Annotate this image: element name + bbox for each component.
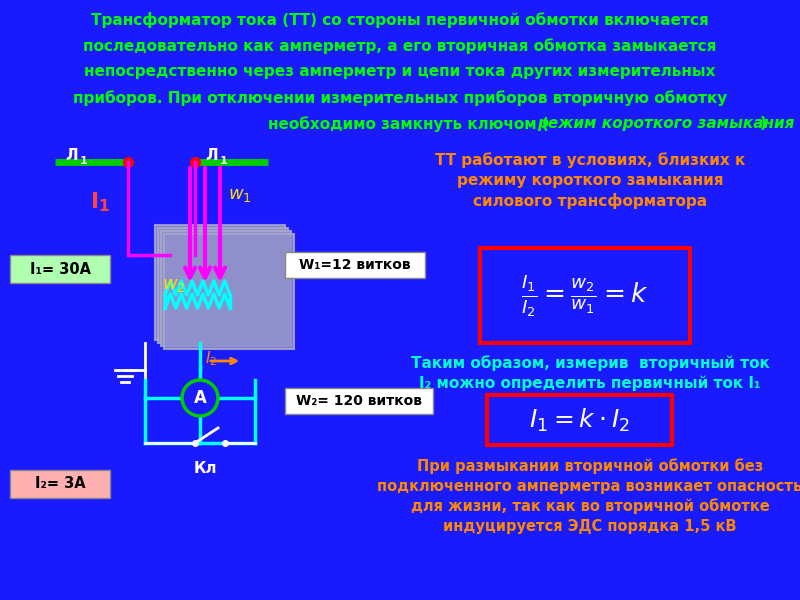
Bar [285, 388, 433, 414]
Bar [155, 225, 285, 340]
Text: W₁=12 витков: W₁=12 витков [299, 258, 411, 272]
Text: 1: 1 [80, 156, 88, 166]
Bar [10, 470, 110, 498]
Bar [487, 395, 672, 445]
Text: приборов. При отключении измерительных приборов вторичную обмотку: приборов. При отключении измерительных п… [73, 90, 727, 106]
Text: $\frac{I_1}{I_2} = \frac{w_2}{w_1} = k$: $\frac{I_1}{I_2} = \frac{w_2}{w_1} = k$ [522, 272, 649, 319]
Text: ТТ работают в условиях, близких к
режиму короткого замыкания
силового трансформа: ТТ работают в условиях, близких к режиму… [435, 152, 745, 209]
Text: последовательно как амперметр, а его вторичная обмотка замыкается: последовательно как амперметр, а его вто… [83, 38, 717, 54]
Text: 1: 1 [220, 156, 228, 166]
Text: При размыкании вторичной обмотки без
подключенного амперметра возникает опасност: При размыкании вторичной обмотки без под… [378, 458, 800, 534]
Text: Кл: Кл [194, 461, 217, 476]
Text: ): ) [760, 116, 767, 131]
Text: $I_1 = k \cdot I_2$: $I_1 = k \cdot I_2$ [529, 406, 630, 434]
Text: W₂= 120 витков: W₂= 120 витков [296, 394, 422, 408]
Bar [164, 234, 294, 349]
Text: $w_1$: $w_1$ [228, 186, 251, 204]
Bar [158, 228, 288, 343]
Text: А: А [194, 389, 206, 407]
Text: Трансформатор тока (ТТ) со стороны первичной обмотки включается: Трансформатор тока (ТТ) со стороны перви… [91, 12, 709, 28]
Text: режим короткого замыкания: режим короткого замыкания [537, 116, 794, 131]
Text: $w_2$: $w_2$ [162, 276, 185, 294]
Text: необходимо замкнуть ключом (: необходимо замкнуть ключом ( [268, 116, 549, 132]
Bar [10, 255, 110, 283]
Text: $\mathbf{I_1}$: $\mathbf{I_1}$ [90, 190, 110, 214]
Text: Л: Л [206, 148, 218, 163]
Bar [161, 231, 291, 346]
Text: Л: Л [66, 148, 78, 163]
Bar [285, 252, 425, 278]
Text: $I_2$: $I_2$ [205, 349, 217, 368]
Bar [480, 248, 690, 343]
Text: I₂= 3А: I₂= 3А [34, 476, 86, 491]
Circle shape [182, 380, 218, 416]
Text: Таким образом, измерив  вторичный ток
I₂ можно определить первичный ток I₁: Таким образом, измерив вторичный ток I₂ … [410, 355, 770, 391]
Text: непосредственно через амперметр и цепи тока других измерительных: непосредственно через амперметр и цепи т… [84, 64, 716, 79]
Text: I₁= 30А: I₁= 30А [30, 262, 90, 277]
